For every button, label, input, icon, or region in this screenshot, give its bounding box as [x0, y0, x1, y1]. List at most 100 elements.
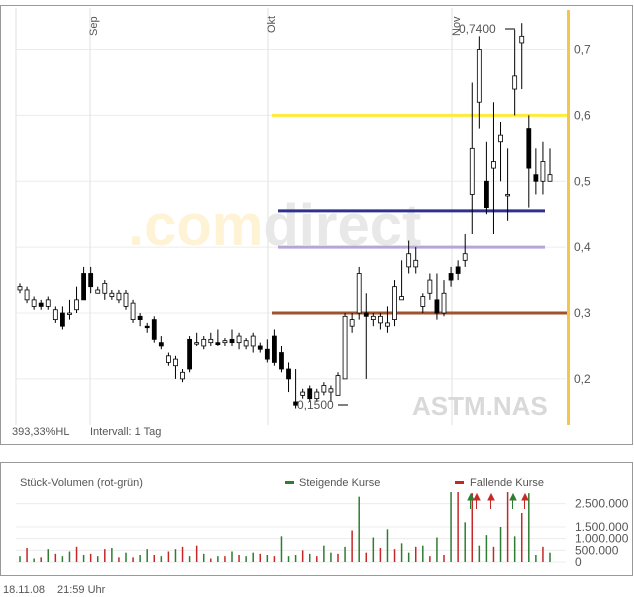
candle — [335, 372, 341, 396]
candle — [533, 148, 539, 195]
volume-bar — [118, 557, 120, 562]
interval-label: Intervall: 1 Tag — [90, 426, 161, 438]
candle-body — [31, 299, 37, 307]
candle — [363, 293, 369, 379]
candle — [370, 313, 376, 327]
y-tick-label: 0,5 — [574, 174, 591, 188]
volume-bar — [132, 557, 134, 562]
candle — [173, 355, 178, 379]
volume-bar — [528, 493, 530, 562]
candle-body — [399, 296, 405, 301]
volume-bar — [450, 492, 452, 562]
candle-body — [52, 309, 58, 321]
volume-bar — [422, 545, 424, 562]
volume-bar — [549, 552, 551, 562]
volume-bar — [485, 535, 488, 562]
candle — [81, 266, 86, 301]
month-label: Nov — [451, 16, 463, 36]
candle — [165, 352, 171, 366]
candle-body — [547, 174, 553, 182]
candle — [427, 273, 433, 300]
candle — [385, 306, 390, 333]
candle-body — [356, 273, 362, 314]
candle — [137, 313, 143, 327]
candle-body — [540, 161, 546, 182]
volume-bar — [104, 549, 106, 562]
candle — [67, 299, 72, 320]
volume-bar — [33, 558, 35, 562]
candle — [116, 289, 122, 304]
candle — [31, 296, 37, 310]
y-tick-label: 0,4 — [574, 240, 591, 254]
volume-bar — [542, 546, 544, 562]
candle — [151, 316, 157, 343]
candle — [455, 260, 461, 281]
candle-body — [300, 391, 306, 396]
candle-body — [526, 128, 532, 169]
candle — [45, 296, 51, 310]
volume-bar — [429, 556, 431, 562]
candle — [130, 299, 136, 323]
month-labels: Sep Okt Nov — [88, 16, 463, 36]
volume-bar — [407, 552, 410, 562]
low-marker: 0,1500 — [297, 398, 348, 412]
candle — [406, 240, 412, 274]
candle-body — [229, 338, 235, 344]
arrow-up-icon — [473, 492, 481, 509]
volume-bar — [323, 545, 325, 562]
volume-grid — [16, 503, 566, 563]
volume-bar — [174, 549, 177, 562]
y-tick-label: 0,6 — [574, 108, 591, 122]
candle — [222, 338, 228, 346]
candle-body — [24, 289, 30, 301]
candle — [250, 332, 256, 353]
info-left: 393,33%HL — [12, 426, 70, 438]
volume-bar — [273, 556, 276, 562]
candle-body — [469, 147, 475, 195]
candle-body — [335, 375, 341, 396]
candle-body — [498, 134, 503, 143]
volume-bar — [146, 549, 148, 562]
candle-body — [279, 352, 284, 370]
candle-body — [392, 286, 397, 321]
volume-bar — [358, 496, 360, 562]
candle-body — [222, 340, 228, 344]
candle — [314, 388, 320, 402]
candle-body — [173, 358, 178, 367]
candle-body — [491, 161, 496, 169]
candle — [243, 338, 249, 350]
volume-y-tick-label: 1.500.000 — [575, 520, 629, 534]
volume-y-tick-label: 500.000 — [575, 543, 619, 557]
candle — [349, 313, 355, 333]
volume-bars — [19, 492, 551, 562]
candle — [187, 336, 193, 373]
price-y-ticks: 0,2 0,3 0,4 0,5 0,6 0,7 — [574, 43, 591, 386]
volume-bar — [492, 546, 495, 562]
candle — [286, 362, 291, 393]
volume-bar — [40, 557, 42, 562]
volume-bar — [47, 549, 50, 562]
candle-body — [250, 335, 256, 347]
candle-body — [45, 299, 51, 307]
candle-body — [187, 338, 193, 370]
legend-falling-swatch — [455, 481, 464, 484]
candle-body — [194, 342, 200, 345]
volume-bar — [167, 551, 170, 562]
volume-y-tick-label: 0 — [575, 555, 582, 569]
volume-bar — [287, 556, 290, 562]
volume-bar — [443, 555, 445, 562]
candle-body — [17, 286, 23, 291]
candle-body — [137, 315, 143, 321]
candle — [491, 102, 496, 234]
candle — [547, 148, 553, 182]
candle-body — [370, 315, 376, 321]
volume-bar — [478, 545, 481, 562]
volume-bar — [330, 552, 332, 562]
candle-body — [60, 312, 65, 327]
candle — [498, 121, 503, 182]
candle-body — [413, 259, 419, 268]
volume-bar — [210, 558, 212, 562]
candle-body — [116, 292, 122, 301]
candle — [399, 260, 405, 301]
